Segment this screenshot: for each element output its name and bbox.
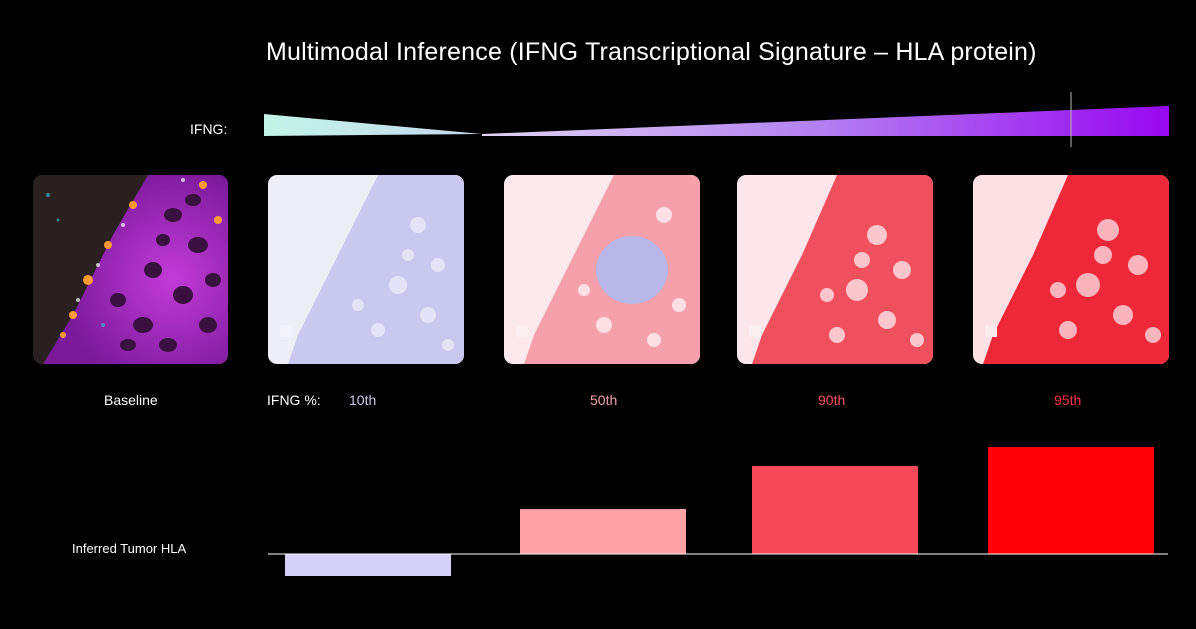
bar-50th [520, 509, 686, 554]
baseline-label: Baseline [104, 392, 158, 408]
bar-10th [285, 554, 451, 576]
percentile-label-50th: 50th [590, 392, 618, 408]
ifng-percent-label: IFNG %: [267, 392, 321, 408]
inference-image-95th [973, 175, 1169, 364]
ifng-wedge-increasing [482, 106, 1169, 136]
bar-90th [752, 466, 918, 554]
percentile-label-90th: 90th [818, 392, 846, 408]
percentile-label-95th: 95th [1054, 392, 1082, 408]
inference-image-50th [504, 175, 700, 364]
inference-image-10th [268, 175, 464, 364]
baseline-tissue-image [33, 175, 228, 364]
inference-image-90th [737, 175, 933, 364]
bar-95th [988, 447, 1154, 554]
percentile-label-10th: 10th [349, 392, 377, 408]
ifng-gradient-label: IFNG: [190, 121, 228, 137]
chart-title: Multimodal Inference (IFNG Transcription… [266, 38, 1037, 66]
y-axis-label: Inferred Tumor HLA [72, 541, 187, 556]
ifng-wedge-decreasing [264, 114, 482, 136]
ifng-gradient-wedge [264, 92, 1169, 147]
